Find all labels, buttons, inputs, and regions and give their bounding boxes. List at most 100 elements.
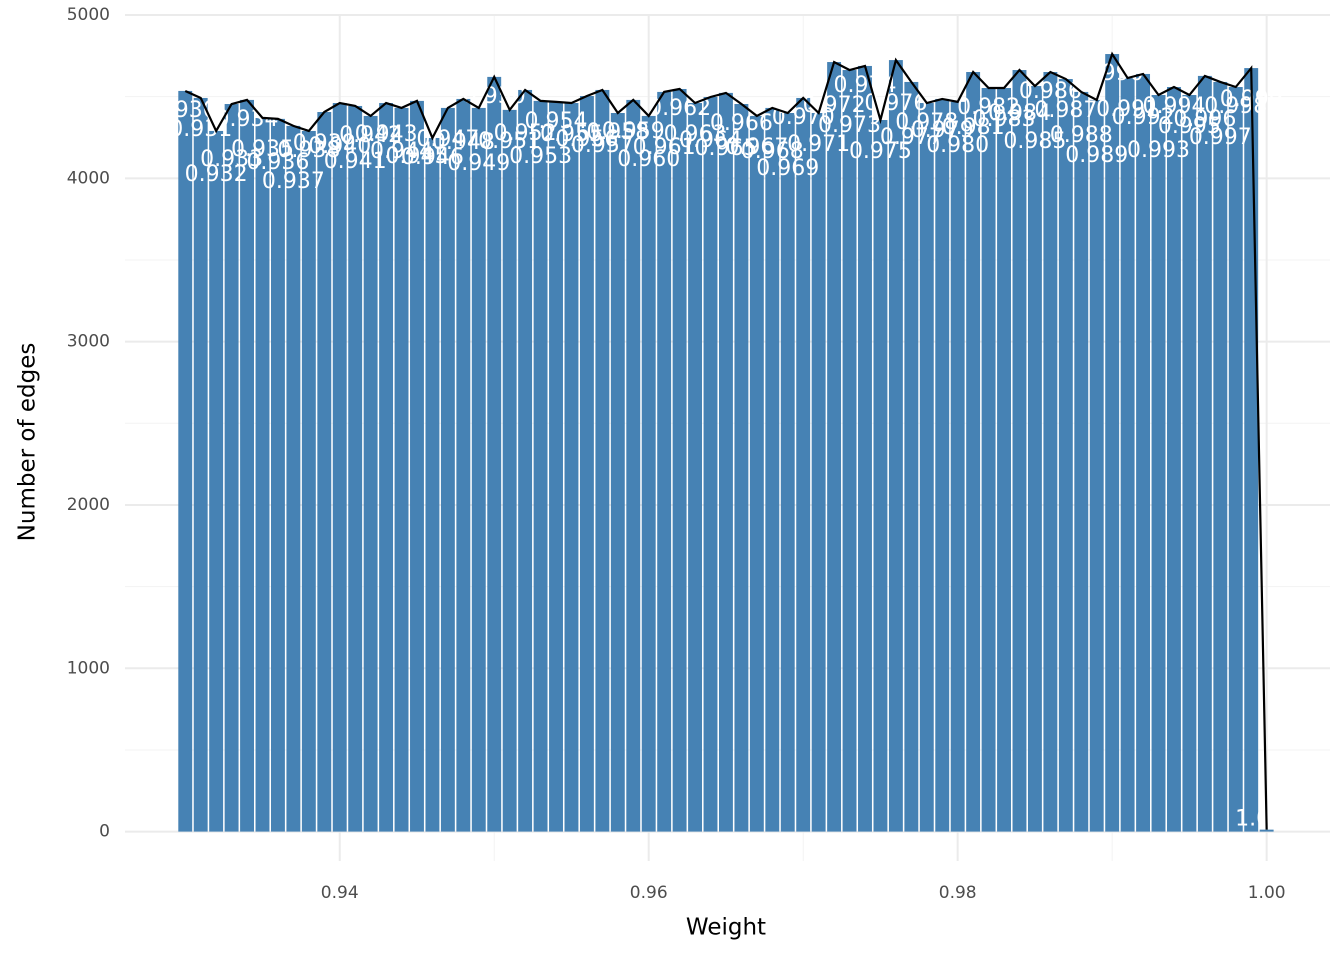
bar <box>672 88 687 832</box>
x-tick-label: 0.98 <box>939 883 977 903</box>
bar <box>842 70 857 832</box>
bar-label: 0.982 <box>957 95 1020 120</box>
y-tick-label: 4000 <box>67 168 110 188</box>
bar <box>749 115 764 832</box>
bar <box>981 88 996 832</box>
bar-label: 0.951 <box>478 129 541 154</box>
bar-label: 0.966 <box>710 111 773 136</box>
bar <box>1259 829 1274 832</box>
bar-label: 0.953 <box>509 144 572 169</box>
bar-label: 0.985 <box>1003 129 1066 154</box>
bar-label: 0.978 <box>895 110 958 135</box>
bar-label: 0.934 <box>216 107 279 132</box>
bar <box>626 99 641 832</box>
bar <box>564 103 579 832</box>
bar <box>394 107 409 832</box>
bar <box>1244 68 1259 832</box>
bar-label: 0.949 <box>447 151 510 176</box>
bar-label: 0.932 <box>185 162 248 187</box>
bar <box>286 125 301 832</box>
y-tick-label: 1000 <box>67 658 110 678</box>
bar <box>811 112 826 832</box>
bar-label: 0.940 <box>308 134 371 159</box>
bar-label: 0.965 <box>694 136 757 161</box>
bar <box>1120 78 1135 832</box>
bar <box>1074 91 1089 832</box>
bar-label: 0.995 <box>1158 114 1221 139</box>
bar <box>873 120 888 832</box>
bar-label: 0.981 <box>942 115 1005 140</box>
bar-label: 0.969 <box>756 156 819 181</box>
bar <box>1058 79 1073 832</box>
bar <box>440 107 455 832</box>
bar <box>904 81 919 832</box>
bar <box>1167 87 1181 832</box>
bar <box>209 130 224 832</box>
bar-label: 0.994 <box>1142 94 1205 119</box>
bar-label: 0.936 <box>246 150 309 175</box>
bar <box>888 60 903 832</box>
bar <box>379 103 394 832</box>
bar <box>1105 54 1120 832</box>
bar <box>796 97 811 832</box>
bar <box>240 99 254 832</box>
bar <box>641 115 656 832</box>
bar-label: 0.944 <box>370 139 433 164</box>
bar-label: 0.990 <box>1081 61 1144 86</box>
bar <box>1228 87 1243 832</box>
x-tick-label: 1.00 <box>1248 883 1286 903</box>
bar <box>595 89 610 832</box>
bar <box>919 103 934 832</box>
bar-label: 0.937 <box>262 169 325 194</box>
bar-label: 0.961 <box>633 135 696 160</box>
bar-label: 0.933 <box>200 147 263 172</box>
bar <box>1043 71 1058 832</box>
bar <box>579 96 594 832</box>
bar-label: 0.964 <box>679 128 742 153</box>
bar <box>1197 75 1212 832</box>
bar-label: 0.941 <box>324 149 387 174</box>
bar <box>997 88 1011 832</box>
bar-label: 0.960 <box>617 147 680 172</box>
bar-label: 0.998 <box>1204 94 1267 119</box>
bar <box>1089 99 1104 832</box>
y-tick-label: 3000 <box>67 332 110 352</box>
bar-label: 0.992 <box>1112 105 1175 130</box>
bar-label: 0.947 <box>416 127 479 152</box>
bar <box>193 97 208 832</box>
y-tick-label: 2000 <box>67 495 110 515</box>
bar <box>703 96 718 832</box>
bar <box>1182 95 1197 832</box>
bar-label: 0.977 <box>880 125 943 150</box>
bar <box>935 98 950 832</box>
bar <box>224 104 239 832</box>
bar-label: 0.957 <box>571 133 634 158</box>
bar-label: 0.956 <box>555 127 618 152</box>
bar-label: 0.975 <box>849 139 912 164</box>
bar <box>827 62 842 832</box>
y-tick-label: 5000 <box>67 5 110 25</box>
bar <box>688 103 703 832</box>
bar-label: 0.945 <box>385 144 448 169</box>
x-tick-label: 0.94 <box>321 883 359 903</box>
bar <box>270 118 285 832</box>
bar <box>610 112 625 832</box>
bar-label: 0.939 <box>293 131 356 156</box>
bar-label: 0.938 <box>277 138 340 163</box>
bar-label: 0.952 <box>494 121 557 146</box>
line <box>184 51 1268 830</box>
bar <box>780 112 795 832</box>
bar <box>425 137 440 832</box>
bar-label: 0.993 <box>1127 138 1190 163</box>
bar-label: 0.974 <box>834 73 897 98</box>
bar-label: 0.943 <box>355 122 418 147</box>
x-axis-title: Weight <box>686 915 766 941</box>
bar-label: 0.958 <box>586 120 649 145</box>
bar <box>950 101 965 832</box>
bar-label: 0.971 <box>787 132 850 157</box>
bar <box>966 71 981 832</box>
bar <box>719 92 733 832</box>
bar-label: 0.983 <box>973 107 1036 132</box>
bar <box>456 98 471 832</box>
